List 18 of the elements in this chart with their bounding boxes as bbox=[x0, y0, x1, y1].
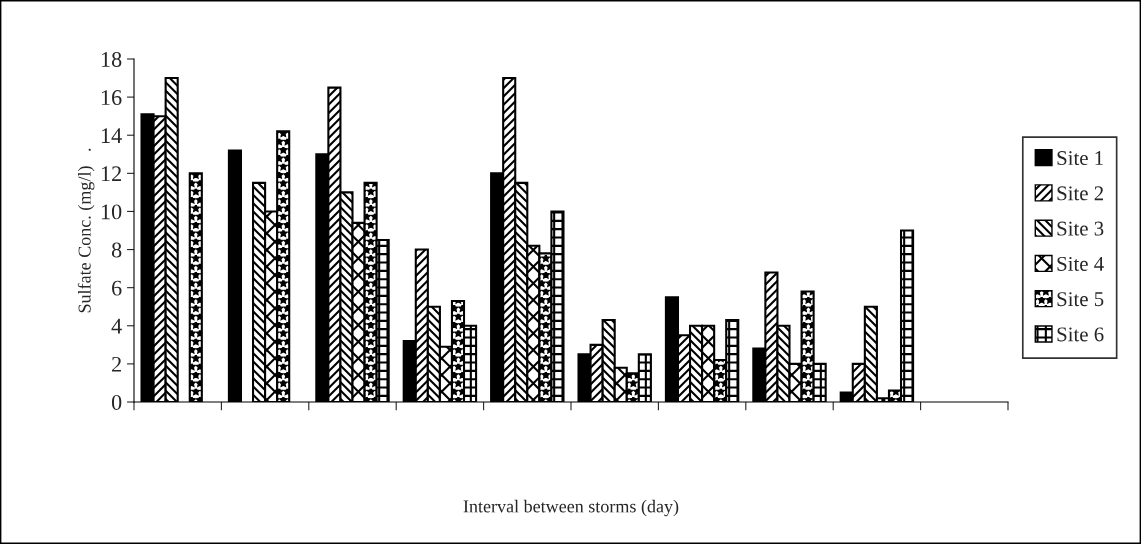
y-tick-label: 6 bbox=[112, 280, 122, 296]
y-tick-label: 0 bbox=[111, 394, 122, 410]
legend-label: Site 1 bbox=[1057, 151, 1103, 166]
y-tick-label: 8 bbox=[111, 242, 122, 258]
y-tick-label: 18 bbox=[101, 51, 122, 67]
y-tick-label: 4 bbox=[111, 318, 122, 334]
y-tick-label: 10 bbox=[101, 204, 122, 220]
y-tick-label: 16 bbox=[101, 90, 122, 106]
y-tick-label: 12 bbox=[101, 166, 121, 182]
text: Interval between storms (day) bbox=[463, 499, 679, 517]
legend-label: Site 2 bbox=[1057, 186, 1104, 201]
legend-label: Site 3 bbox=[1057, 221, 1104, 236]
legend-label: Site 5 bbox=[1057, 292, 1104, 307]
legend-label: Site 6 bbox=[1057, 327, 1104, 342]
y-tick-label: 2 bbox=[112, 356, 121, 372]
y-axis-title: Sulfate Conc. (mg/l) . bbox=[77, 148, 95, 313]
y-tick-label: 14 bbox=[101, 128, 122, 143]
legend-label: Site 4 bbox=[1057, 256, 1104, 271]
